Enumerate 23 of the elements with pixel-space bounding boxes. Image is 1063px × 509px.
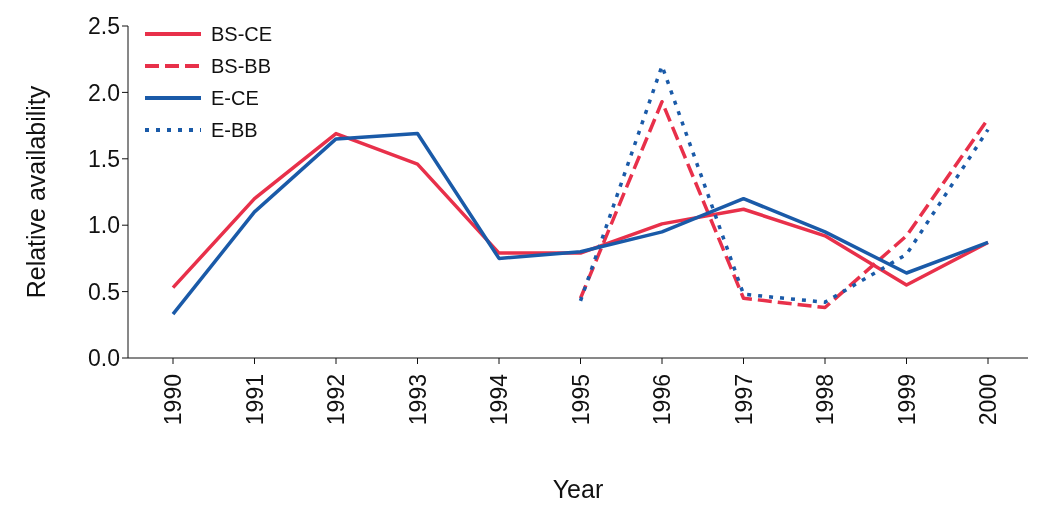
x-tick-label: 1995 <box>567 374 594 426</box>
y-tick-label: 0.0 <box>88 345 120 372</box>
y-tick-label: 1.5 <box>88 145 120 172</box>
x-tick-label: 1993 <box>404 374 431 426</box>
x-tick-label: 1997 <box>730 374 757 426</box>
y-tick-label: 1.0 <box>88 212 120 239</box>
y-axis-title: Relative availability <box>21 85 50 299</box>
x-tick-label: 1991 <box>241 374 268 426</box>
x-tick-label: 1996 <box>649 374 675 426</box>
legend-label: E-BB <box>211 118 258 142</box>
x-axis-title: Year <box>552 475 604 503</box>
y-tick-label: 0.5 <box>88 278 120 305</box>
y-tick-label: 2.0 <box>88 79 120 106</box>
legend-label: E-CE <box>211 86 259 110</box>
x-tick-label: 1999 <box>893 374 920 426</box>
x-tick-label: 1998 <box>812 374 838 426</box>
x-tick-label: 1992 <box>323 374 349 426</box>
legend-label: BS-CE <box>211 22 273 46</box>
legend-label: BS-BB <box>211 54 272 78</box>
x-tick-label: 1994 <box>486 373 512 426</box>
y-tick-label: 2.5 <box>88 13 120 40</box>
x-tick-label: 2000 <box>975 374 1001 426</box>
x-tick-label: 1990 <box>160 374 186 426</box>
